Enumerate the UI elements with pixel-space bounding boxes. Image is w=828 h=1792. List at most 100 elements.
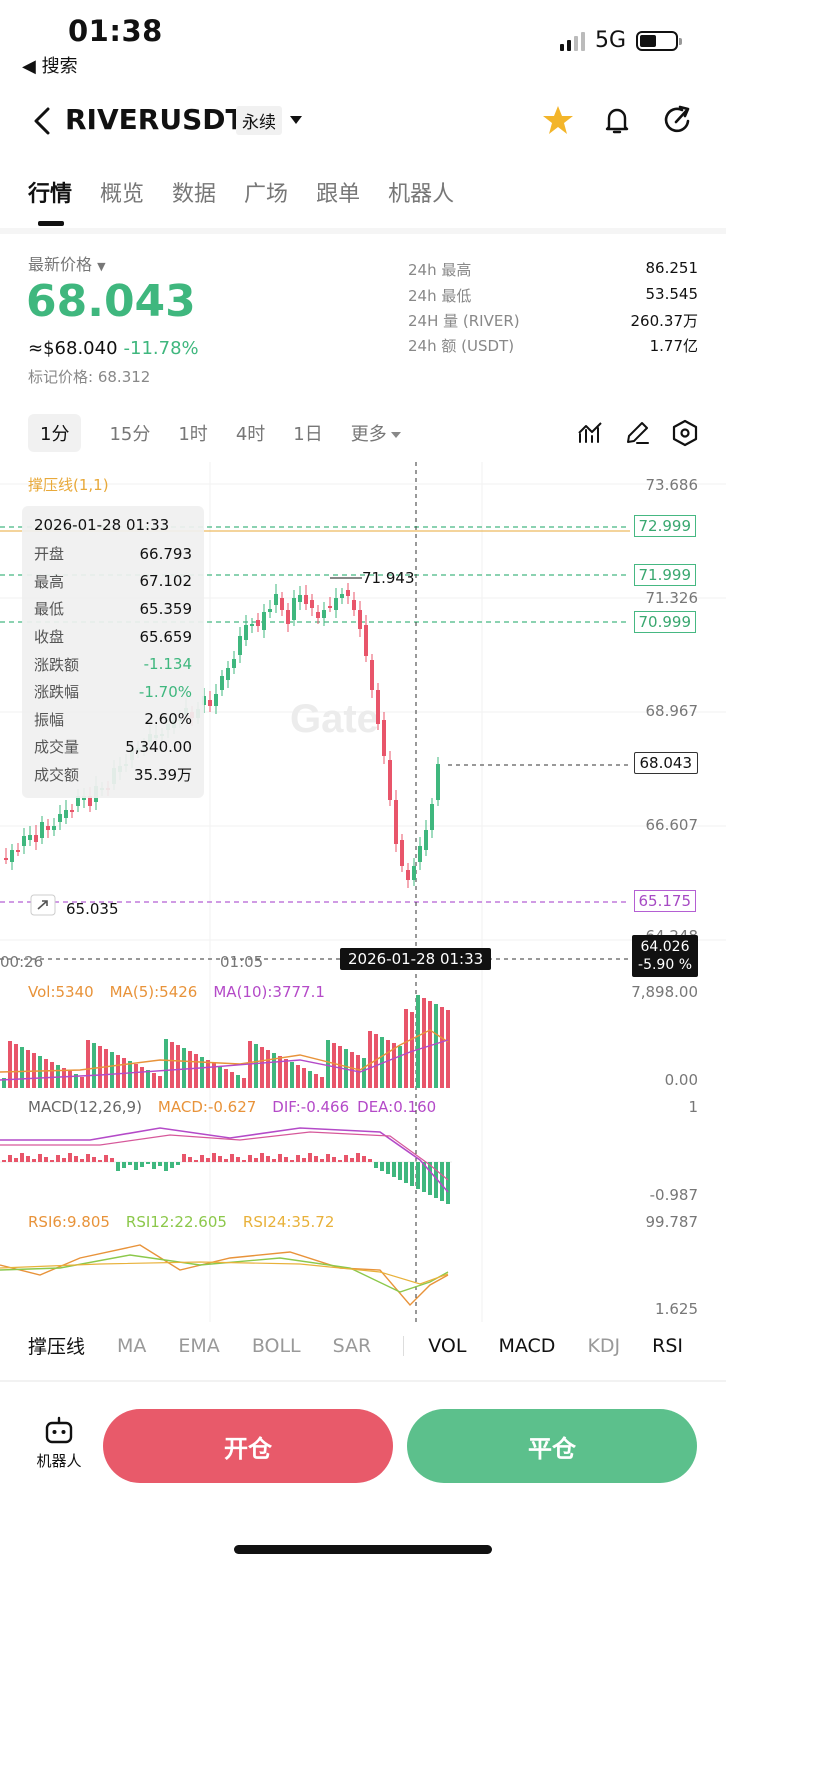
resistance-level-badge[interactable]: 72.999 <box>633 515 696 537</box>
macd-histogram-bar <box>350 1158 354 1162</box>
current-price-badge: 68.043 <box>633 752 698 774</box>
macd-histogram-bar <box>416 1162 420 1189</box>
candle-body <box>382 720 386 756</box>
candle-body <box>64 810 68 818</box>
indicator-ema-tab[interactable]: EMA <box>178 1334 220 1357</box>
volume-bar <box>50 1062 54 1088</box>
candle-body <box>262 612 266 630</box>
tab-data[interactable]: 数据 <box>172 182 217 207</box>
share-icon[interactable] <box>662 104 694 136</box>
tooltip-row: 涨跌幅 -1.70% <box>34 682 192 702</box>
macd-histogram-bar <box>236 1157 240 1162</box>
indicator-kdj-tab[interactable]: KDJ <box>587 1334 621 1357</box>
tab-copy-trade[interactable]: 跟单 <box>316 182 361 207</box>
volume-bar <box>290 1062 294 1088</box>
macd-histogram-bar <box>146 1162 150 1164</box>
back-chevron-icon[interactable] <box>28 105 58 137</box>
candle-body <box>4 858 8 860</box>
volume-bar <box>404 1009 408 1088</box>
volume-bar <box>176 1045 180 1088</box>
candle-body <box>430 804 434 830</box>
volume-bar <box>104 1049 108 1088</box>
indicator-ma-tab[interactable]: MA <box>117 1334 147 1357</box>
vol-legend: Vol:5340 MA(5):5426 MA(10):3777.1 <box>28 983 325 1001</box>
macd-histogram-bar <box>98 1160 102 1162</box>
resistance-level-badge[interactable]: 70.999 <box>633 611 696 633</box>
volume-bar <box>74 1074 78 1088</box>
volume-bar <box>284 1059 288 1088</box>
close-position-button[interactable]: 平仓 <box>407 1409 697 1483</box>
indicator-vol-tab[interactable]: VOL <box>428 1334 467 1357</box>
support-level-badge[interactable]: 65.175 <box>633 890 696 912</box>
interval-more[interactable]: 更多 <box>351 420 401 446</box>
volume-bar <box>80 1077 84 1088</box>
macd-histogram-bar <box>368 1159 372 1162</box>
pair-dropdown-icon[interactable] <box>290 116 302 124</box>
interval-4h[interactable]: 4时 <box>235 424 266 445</box>
rsi-axis-bottom: 1.625 <box>655 1300 698 1318</box>
back-to-search-link[interactable]: ◀ 搜索 <box>22 56 78 77</box>
main-tabs: 行情 概览 数据 广场 跟单 机器人 <box>28 176 482 208</box>
macd-histogram-bar <box>44 1157 48 1162</box>
candle-body <box>406 870 410 880</box>
expand-icon[interactable] <box>30 894 56 916</box>
home-indicator[interactable] <box>234 1545 492 1554</box>
tab-market[interactable]: 行情 <box>28 182 73 207</box>
candlestick-chart[interactable]: Gate <box>0 462 726 1322</box>
volume-bar <box>20 1047 24 1088</box>
x-axis-label: 00:26 <box>0 953 44 971</box>
crosshair-time-badge: 2026-01-28 01:33 <box>340 948 492 970</box>
settings-hex-icon[interactable] <box>671 419 699 447</box>
volume-bar <box>392 1043 396 1088</box>
tab-bot[interactable]: 机器人 <box>388 182 455 207</box>
volume-bar <box>278 1056 282 1088</box>
macd-histogram-bar <box>296 1155 300 1162</box>
contract-type-tag[interactable]: 永续 <box>236 106 282 135</box>
robot-button[interactable]: 机器人 <box>30 1416 88 1471</box>
candle-body <box>52 826 56 830</box>
interval-1m[interactable]: 1分 <box>28 414 82 452</box>
y-axis-label: 73.686 <box>645 476 699 494</box>
watermark-logo: Gate <box>290 697 379 741</box>
volume-bar <box>296 1065 300 1088</box>
macd-histogram-bar <box>188 1157 192 1162</box>
macd-histogram-bar <box>410 1162 414 1186</box>
tooltip-row: 成交额 35.39万 <box>34 766 192 785</box>
interval-1h[interactable]: 1时 <box>178 424 208 445</box>
indicator-macd-tab[interactable]: MACD <box>498 1334 556 1357</box>
resistance-level-badge[interactable]: 71.999 <box>633 564 696 586</box>
star-icon[interactable] <box>542 104 574 136</box>
draw-pen-icon[interactable] <box>624 420 650 446</box>
tooltip-row: 收盘 65.659 <box>34 627 192 647</box>
volume-bar <box>236 1075 240 1088</box>
tooltip-row: 最低 65.359 <box>34 599 192 619</box>
interval-1d[interactable]: 1日 <box>293 424 323 445</box>
bell-icon[interactable] <box>601 104 633 136</box>
candle-body <box>88 796 92 806</box>
macd-histogram-bar <box>308 1153 312 1162</box>
macd-histogram-bar <box>164 1162 168 1171</box>
support-resistance-label[interactable]: 撑压线(1,1) <box>28 476 109 494</box>
indicator-boll-tab[interactable]: BOLL <box>251 1334 301 1357</box>
open-position-button[interactable]: 开仓 <box>103 1409 393 1483</box>
vol-axis-bottom: 0.00 <box>664 1071 698 1089</box>
indicator-sar-tab[interactable]: SAR <box>332 1334 372 1357</box>
volume-bar <box>386 1040 390 1088</box>
pair-title[interactable]: RIVERUSDT <box>65 103 245 136</box>
tooltip-row: 开盘 66.793 <box>34 544 192 564</box>
candle-body <box>292 598 296 620</box>
interval-15m[interactable]: 15分 <box>109 424 151 445</box>
volume-bar <box>416 995 420 1088</box>
status-time: 01:38 <box>68 14 163 48</box>
candle-body <box>352 600 356 610</box>
candle-body <box>370 660 374 690</box>
volume-bar <box>410 1012 414 1088</box>
indicator-sr-tab[interactable]: 撑压线 <box>28 1336 86 1358</box>
macd-histogram-bar <box>200 1155 204 1162</box>
indicator-icon[interactable] <box>577 420 603 446</box>
macd-histogram-bar <box>26 1156 30 1162</box>
tab-overview[interactable]: 概览 <box>100 182 145 207</box>
indicator-rsi-tab[interactable]: RSI <box>652 1334 684 1357</box>
last-price-label[interactable]: 最新价格 ▼ <box>28 255 106 274</box>
tab-square[interactable]: 广场 <box>244 182 289 207</box>
